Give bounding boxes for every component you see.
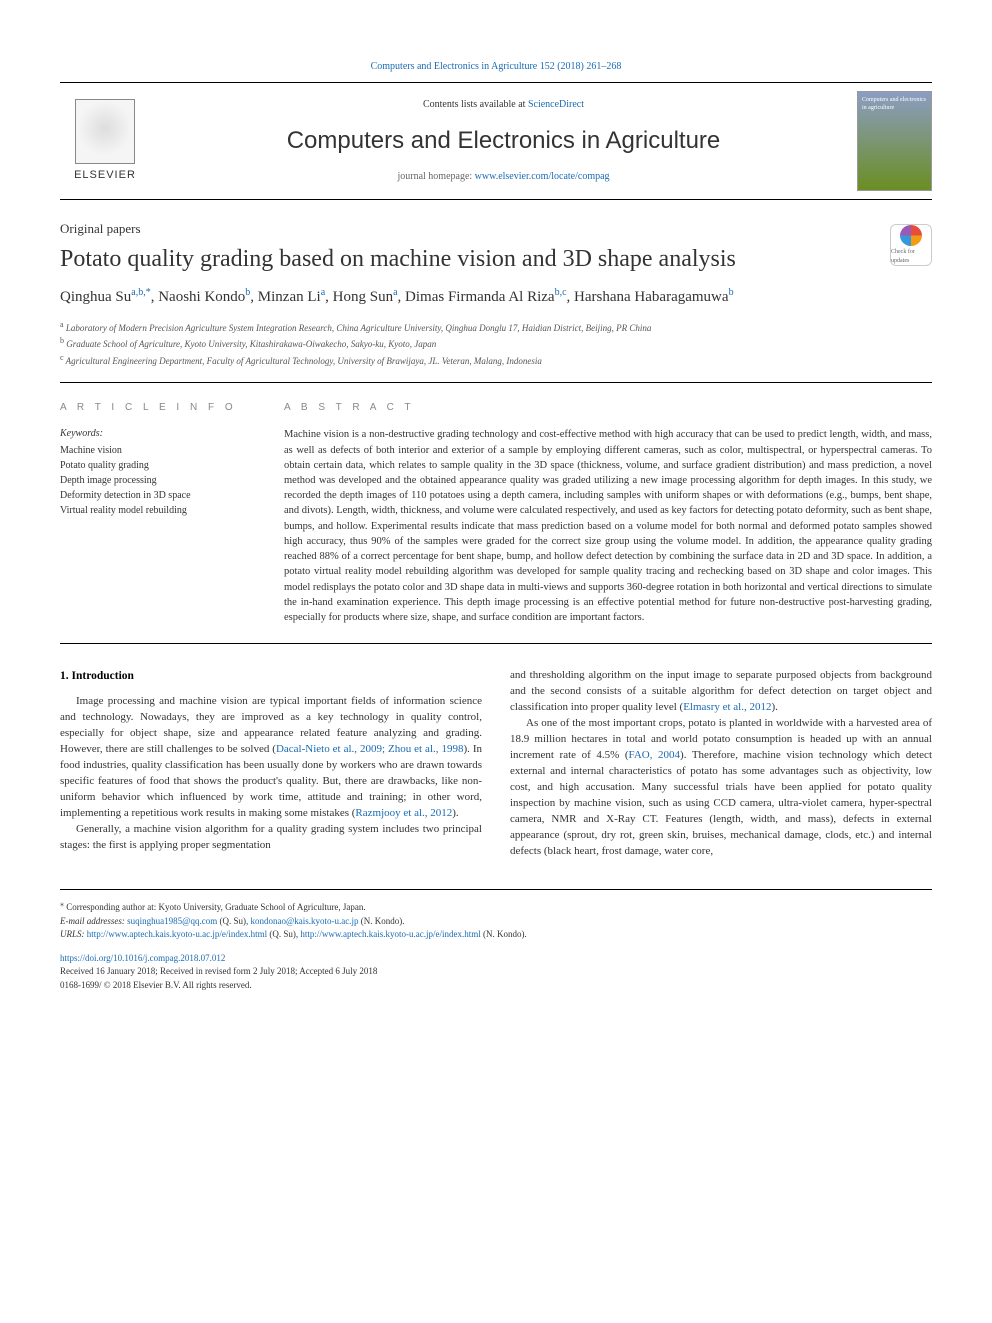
urls-line: URLS: http://www.aptech.kais.kyoto-u.ac.…	[60, 928, 932, 942]
body-column-left: 1. Introduction Image processing and mac…	[60, 668, 482, 859]
keyword-item: Virtual reality model rebuilding	[60, 503, 260, 518]
email-line: E-mail addresses: suqinghua1985@qq.com (…	[60, 915, 932, 929]
body-paragraph: Generally, a machine vision algorithm fo…	[60, 822, 482, 854]
author-list: Qinghua Sua,b,*, Naoshi Kondob, Minzan L…	[60, 285, 932, 309]
citation-link[interactable]: FAO, 2004	[629, 749, 681, 761]
citation-link[interactable]: Dacal-Nieto et al., 2009; Zhou et al., 1…	[276, 743, 464, 755]
keywords-label: Keywords:	[60, 427, 260, 441]
affiliations: a Laboratory of Modern Precision Agricul…	[60, 319, 932, 384]
section-1-heading: 1. Introduction	[60, 668, 482, 684]
corresponding-author-line: ⁎ Corresponding author at: Kyoto Univers…	[60, 898, 932, 915]
journal-header: ELSEVIER Contents lists available at Sci…	[60, 82, 932, 200]
article-title: Potato quality grading based on machine …	[60, 244, 932, 275]
body-paragraph: As one of the most important crops, pota…	[510, 716, 932, 859]
keyword-item: Potato quality grading	[60, 458, 260, 473]
keyword-item: Machine vision	[60, 443, 260, 458]
email-link[interactable]: suqinghua1985@qq.com	[127, 916, 217, 926]
crossmark-icon	[900, 225, 922, 246]
affiliation-a: a Laboratory of Modern Precision Agricul…	[60, 319, 932, 336]
journal-cover-thumbnail: Computers and electronics in agriculture	[857, 91, 932, 191]
check-updates-badge[interactable]: Check for updates	[890, 224, 932, 266]
body-paragraph: Image processing and machine vision are …	[60, 694, 482, 822]
affiliation-c: c Agricultural Engineering Department, F…	[60, 352, 932, 369]
citation-link[interactable]: Razmjooy et al., 2012	[355, 807, 452, 819]
keyword-item: Depth image processing	[60, 473, 260, 488]
article-info-heading: A R T I C L E I N F O	[60, 401, 260, 415]
article-type: Original papers	[60, 220, 932, 238]
contents-line: Contents lists available at ScienceDirec…	[150, 98, 857, 112]
journal-title: Computers and Electronics in Agriculture	[150, 124, 857, 158]
url-link[interactable]: http://www.aptech.kais.kyoto-u.ac.jp/e/i…	[87, 929, 267, 939]
elsevier-logo: ELSEVIER	[60, 91, 150, 191]
elsevier-tree-icon	[75, 99, 135, 164]
doi-link[interactable]: https://doi.org/10.1016/j.compag.2018.07…	[60, 952, 932, 966]
sciencedirect-link[interactable]: ScienceDirect	[528, 99, 584, 110]
body-paragraph: and thresholding algorithm on the input …	[510, 668, 932, 716]
copyright-line: 0168-1699/ © 2018 Elsevier B.V. All righ…	[60, 979, 932, 993]
abstract-column: A B S T R A C T Machine vision is a non-…	[284, 401, 932, 625]
article-info-column: A R T I C L E I N F O Keywords: Machine …	[60, 401, 260, 625]
journal-homepage-link[interactable]: www.elsevier.com/locate/compag	[475, 171, 610, 182]
homepage-line: journal homepage: www.elsevier.com/locat…	[150, 170, 857, 184]
url-link[interactable]: http://www.aptech.kais.kyoto-u.ac.jp/e/i…	[300, 929, 480, 939]
elsevier-label: ELSEVIER	[74, 168, 136, 183]
abstract-text: Machine vision is a non-destructive grad…	[284, 427, 932, 625]
affiliation-b: b Graduate School of Agriculture, Kyoto …	[60, 335, 932, 352]
abstract-heading: A B S T R A C T	[284, 401, 932, 415]
email-link[interactable]: kondonao@kais.kyoto-u.ac.jp	[250, 916, 358, 926]
keyword-item: Deformity detection in 3D space	[60, 488, 260, 503]
citation-link[interactable]: Elmasry et al., 2012	[683, 701, 771, 713]
footer: ⁎ Corresponding author at: Kyoto Univers…	[60, 889, 932, 992]
received-line: Received 16 January 2018; Received in re…	[60, 965, 932, 979]
journal-issue-link[interactable]: Computers and Electronics in Agriculture…	[60, 60, 932, 74]
body-column-right: and thresholding algorithm on the input …	[510, 668, 932, 859]
body-columns: 1. Introduction Image processing and mac…	[60, 668, 932, 859]
